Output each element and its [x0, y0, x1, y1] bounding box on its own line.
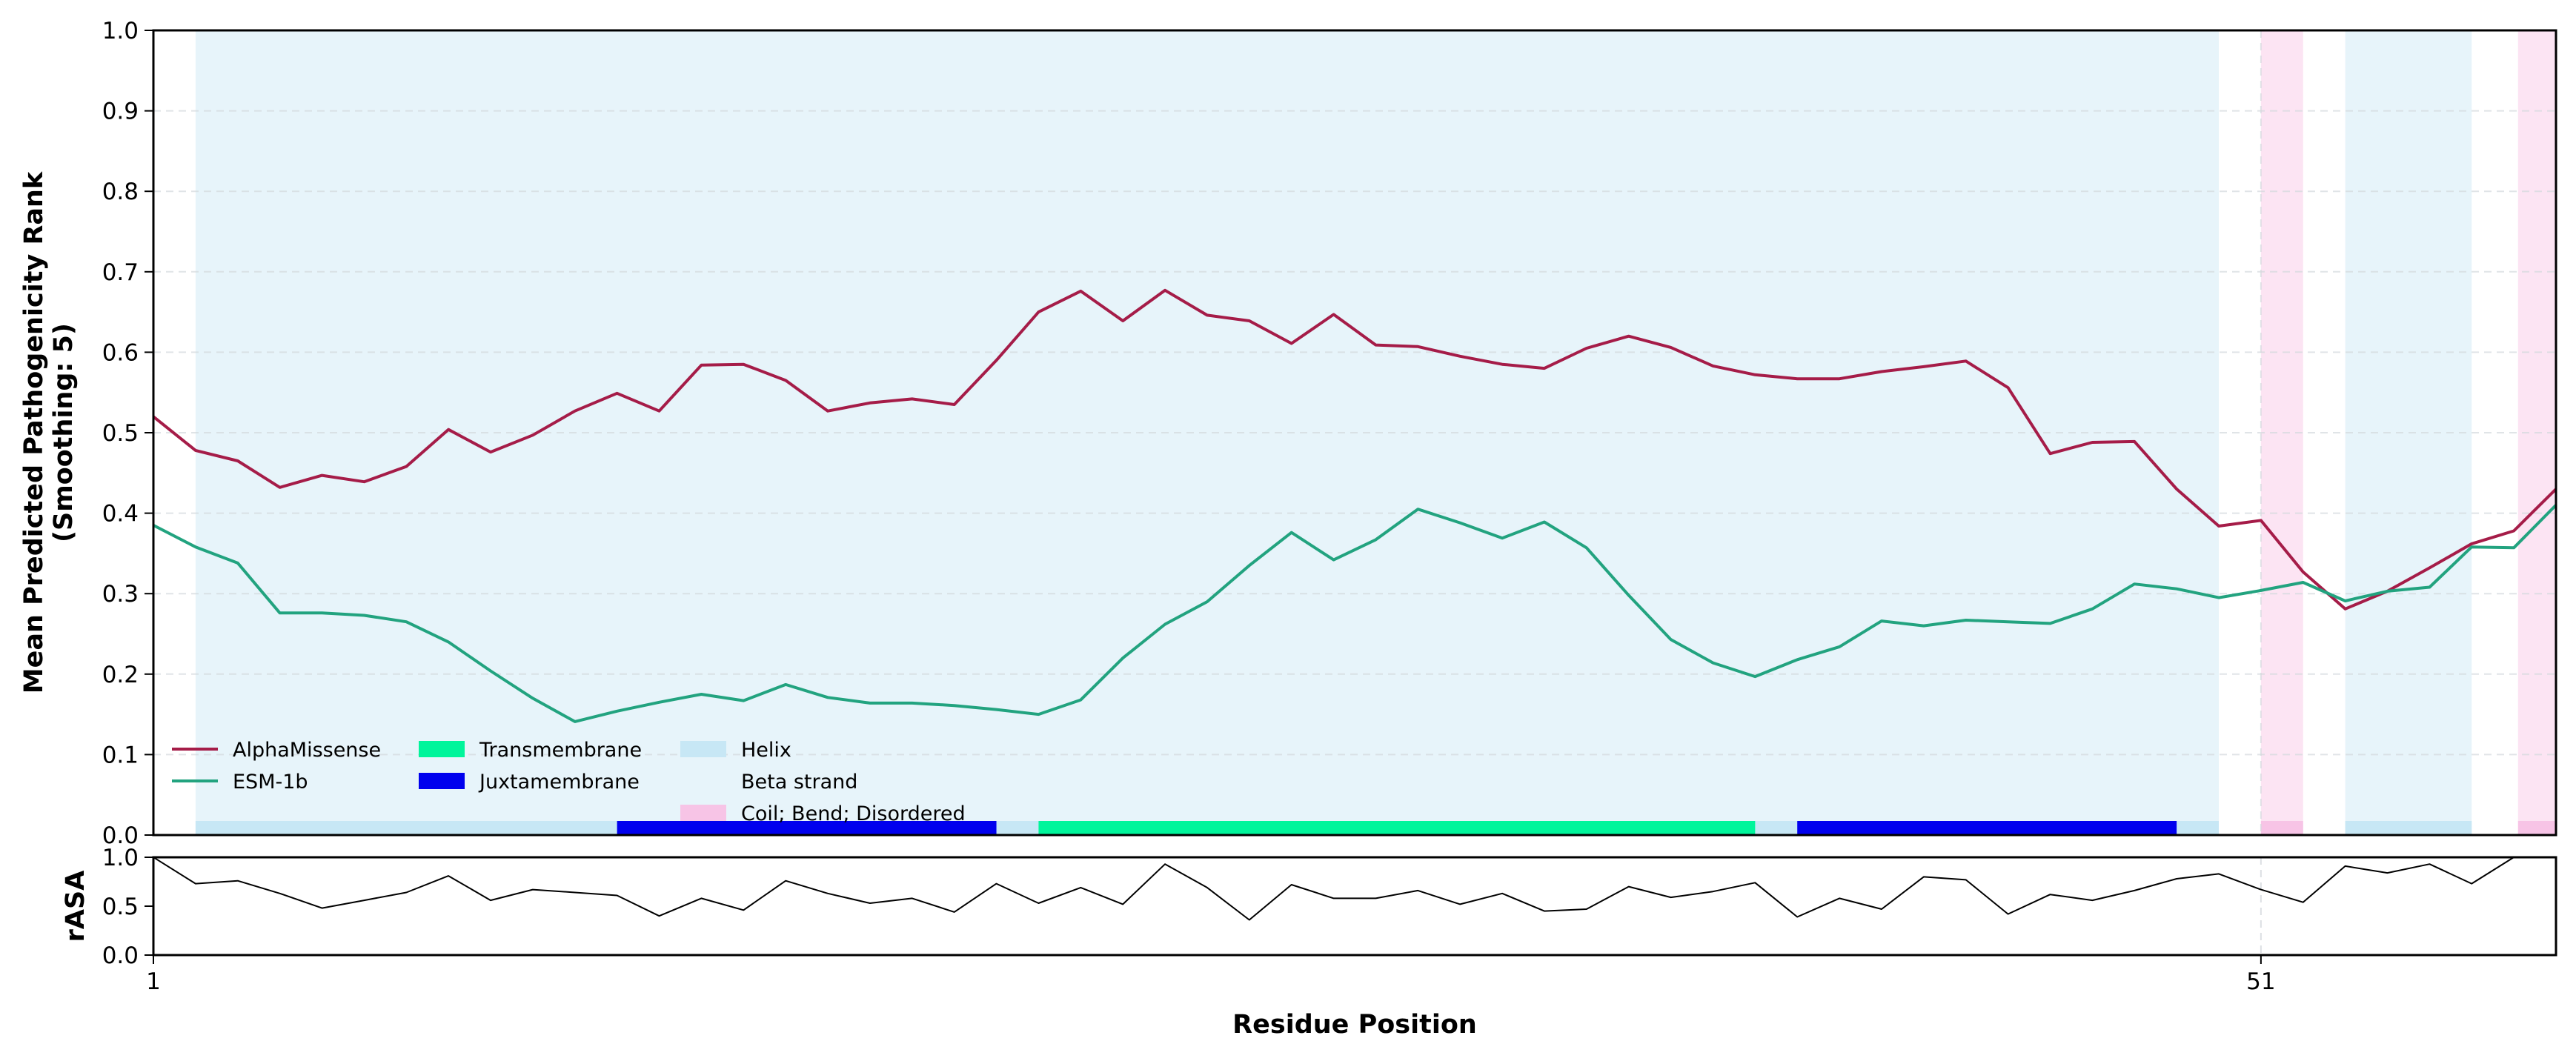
legend-label-0-0: AlphaMissense — [233, 739, 381, 762]
legend-label-0-1: ESM-1b — [233, 771, 308, 794]
legend-swatch-1-1 — [419, 773, 465, 789]
legend-swatch-2-0 — [680, 741, 726, 757]
rasa-series-group — [153, 857, 2520, 921]
legend-swatch-1-0 — [419, 741, 465, 757]
main-y-axis-title: Mean Predicted Pathogenicity Rank(Smooth… — [19, 171, 79, 694]
main-y-tick-label-1: 0.1 — [102, 742, 139, 768]
rasa-plot-frame — [152, 856, 2557, 957]
structure-bar-1 — [2260, 821, 2303, 835]
legend-label-2-2: Coil; Bend; Disordered — [741, 802, 966, 825]
series-line-alphamissense — [153, 288, 2556, 611]
x-tick-label-1: 51 — [2246, 968, 2275, 995]
structure-regions — [195, 30, 2556, 835]
domain-bar-2 — [1797, 821, 2177, 835]
structure-bar-2 — [2345, 821, 2472, 835]
structure-bar-3 — [2517, 821, 2556, 835]
legend-label-2-0: Helix — [741, 739, 791, 762]
x-ticks: 1 51 — [146, 955, 2276, 995]
rasa-y-tick-label-1: 0.5 — [102, 894, 139, 920]
series-group — [153, 288, 2556, 723]
legend-label-2-1: Beta strand — [741, 771, 857, 794]
main-y-tick-label-2: 0.2 — [102, 662, 139, 688]
legend-label-1-0: Transmembrane — [479, 739, 642, 762]
rasa-line — [153, 857, 2520, 921]
legend-swatch-2-2 — [680, 805, 726, 821]
domain-bar-0 — [617, 821, 997, 835]
main-y-tick-label-3: 0.3 — [102, 581, 139, 608]
main-y-axis-title-line-0: Mean Predicted Pathogenicity Rank — [19, 171, 49, 694]
main-y-tick-label-5: 0.5 — [102, 420, 139, 447]
main-y-tick-label-7: 0.7 — [102, 259, 139, 286]
series-line-esm-1b — [153, 504, 2556, 723]
rasa-y-tick-label-0: 0.0 — [102, 942, 139, 969]
main-y-axis-title-line-1: (Smoothing: 5) — [49, 323, 79, 542]
rasa-y-tick-label-2: 1.0 — [102, 845, 139, 871]
main-grid — [153, 30, 2556, 835]
main-y-ticks: 0.0 0.1 0.2 0.3 0.4 0.5 0.6 0.7 0.8 0.9 1.0 — [102, 18, 153, 849]
main-y-tick-label-0: 0.0 — [102, 822, 139, 849]
main-y-tick-label-6: 0.6 — [102, 339, 139, 366]
legend: AlphaMissense ESM-1b Transmembrane Juxtamem… — [172, 739, 966, 825]
rasa-y-axis-title: rASA — [61, 871, 90, 942]
legend-label-1-1: Juxtamembrane — [478, 771, 640, 794]
main-y-tick-label-8: 0.8 — [102, 179, 139, 205]
x-axis-title: Residue Position — [1232, 1010, 1477, 1040]
rasa-y-ticks: 0.0 0.5 1.0 — [102, 845, 153, 969]
main-y-tick-label-9: 0.9 — [102, 99, 139, 125]
main-y-tick-label-4: 0.4 — [102, 501, 139, 528]
domain-bar-1 — [1038, 821, 1756, 835]
x-tick-label-0: 1 — [146, 968, 161, 995]
main-y-tick-label-10: 1.0 — [102, 18, 139, 44]
